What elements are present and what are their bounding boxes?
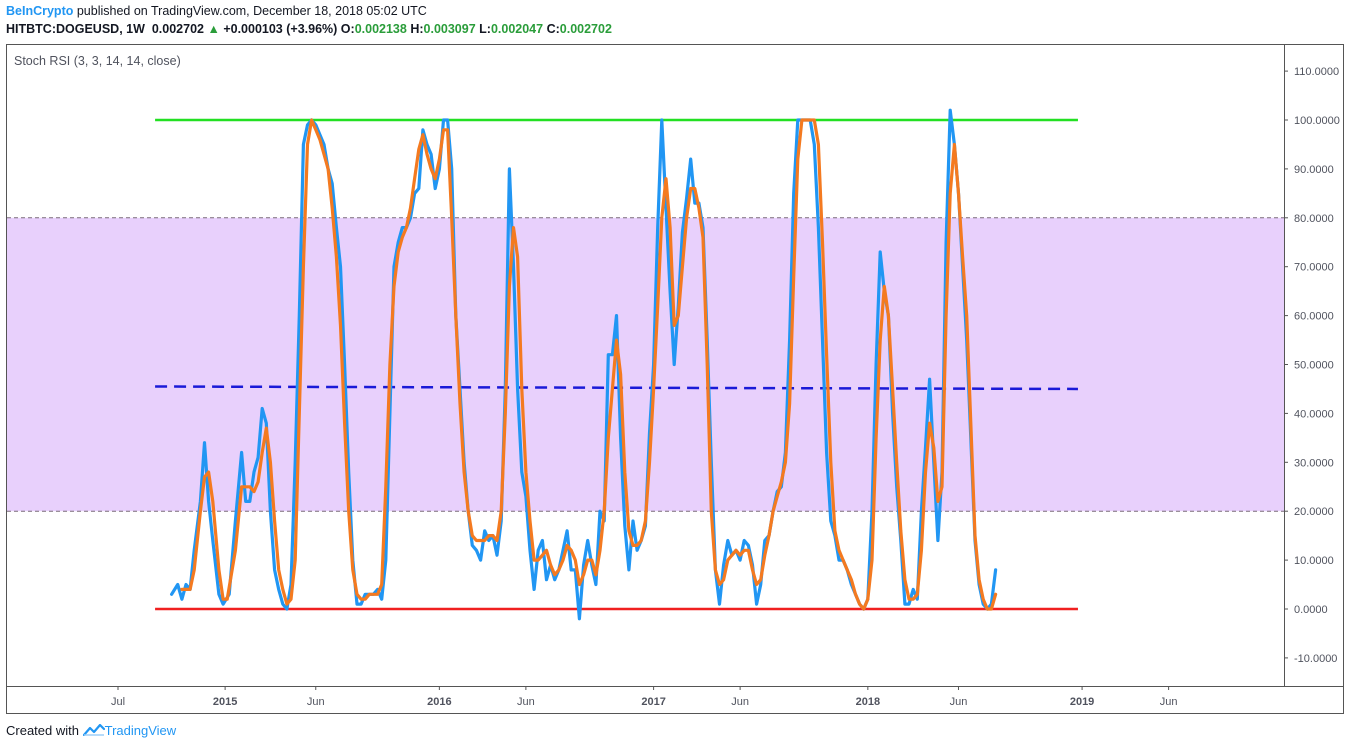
y-tick-label: 20.0000 — [1294, 506, 1334, 518]
stoch-band — [7, 217, 1284, 512]
x-tick-label: 2019 — [1070, 696, 1094, 708]
chart-border — [6, 44, 1344, 714]
x-tick-label: Jun — [307, 696, 325, 708]
close-value: 0.002702 — [559, 22, 612, 36]
footer: Created with TradingView — [6, 723, 176, 738]
y-tick-label: 0.0000 — [1294, 604, 1328, 616]
x-tick-label: 2016 — [427, 696, 451, 708]
x-tick-label: Jul — [111, 696, 125, 708]
symbol-line: HITBTC:DOGEUSD, 1W 0.002702 ▲ +0.000103 … — [6, 22, 612, 36]
published-text: published on TradingView.com, December 1… — [76, 4, 427, 18]
price-change: +0.000103 (+3.96%) — [223, 22, 338, 36]
tradingview-brand[interactable]: TradingView — [104, 723, 177, 738]
created-with-text: Created with — [6, 723, 79, 738]
x-tick-label: 2017 — [641, 696, 665, 708]
plot-area[interactable] — [7, 108, 1284, 621]
publication-line: BeInCrypto published on TradingView.com,… — [6, 4, 427, 18]
y-tick-label: 50.0000 — [1294, 360, 1334, 372]
time-axis[interactable]: Jul 2015 Jun 2016 Jun 2017 Jun 2018 Jun 2019 Jun — [111, 686, 1178, 708]
low-value: 0.002047 — [490, 22, 544, 36]
y-tick-label: 70.0000 — [1294, 262, 1334, 274]
y-tick-label: 100.0000 — [1294, 115, 1340, 127]
tradingview-logo-icon — [82, 723, 105, 737]
high-label: H: — [410, 22, 424, 36]
publisher-name[interactable]: BeInCrypto — [6, 4, 74, 18]
hline-mid-dashed — [155, 385, 1078, 391]
x-tick-label: Jun — [517, 696, 535, 708]
low-label: L: — [479, 22, 491, 36]
stoch-rsi-chart[interactable]: 110.0000 100.0000 90.0000 80.0000 70.0000 60.… — [6, 44, 1344, 714]
y-tick-label: 110.0000 — [1294, 66, 1339, 78]
y-tick-label: 40.0000 — [1294, 408, 1334, 420]
x-tick-label: 2018 — [856, 696, 880, 708]
open-label: O: — [340, 22, 355, 36]
y-tick-label: 30.0000 — [1294, 457, 1334, 469]
x-tick-label: 2015 — [213, 696, 237, 708]
high-value: 0.003097 — [423, 22, 476, 36]
last-price: 0.002702 — [151, 22, 204, 36]
stoch-d-line — [180, 118, 998, 611]
up-arrow-icon: ▲ — [207, 22, 220, 36]
indicator-title[interactable]: Stoch RSI (3, 3, 14, 14, close) — [14, 54, 181, 68]
close-label: C: — [546, 22, 560, 36]
chart-frame[interactable]: 110.0000 100.0000 90.0000 80.0000 70.0000 60.… — [6, 44, 1344, 714]
price-axis[interactable]: 110.0000 100.0000 90.0000 80.0000 70.0000 60.… — [1284, 66, 1340, 665]
symbol-name: HITBTC:DOGEUSD, 1W — [6, 22, 145, 36]
y-tick-label: 10.0000 — [1294, 555, 1334, 567]
y-tick-label: 80.0000 — [1294, 213, 1334, 225]
x-tick-label: Jun — [950, 696, 968, 708]
x-tick-label: Jun — [1160, 696, 1178, 708]
y-tick-label: 90.0000 — [1294, 164, 1334, 176]
y-tick-label: -10.0000 — [1294, 653, 1337, 665]
x-tick-label: Jun — [731, 696, 749, 708]
y-tick-label: 60.0000 — [1294, 311, 1334, 323]
open-value: 0.002138 — [354, 22, 407, 36]
